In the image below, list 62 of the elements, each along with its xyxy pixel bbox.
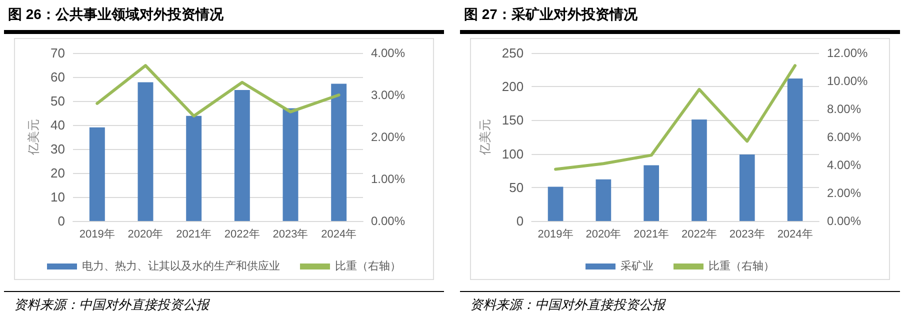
legend-label: 比重（右轴） bbox=[708, 260, 774, 272]
chart-title: 图 27：采矿业对外投资情况 bbox=[464, 6, 638, 24]
y2-tick-label: 12.00% bbox=[827, 46, 868, 60]
y-tick-label: 20 bbox=[50, 166, 65, 180]
x-tick-label: 2019年 bbox=[79, 228, 115, 240]
y2-tick-label: 6.00% bbox=[827, 130, 862, 144]
line-series bbox=[554, 64, 797, 171]
y-tick-label: 150 bbox=[502, 112, 524, 128]
legend-label: 采矿业 bbox=[620, 260, 654, 272]
y-tick-label: 10 bbox=[50, 190, 65, 204]
y-tick-label: 100 bbox=[502, 146, 524, 162]
y-tick-label: 40 bbox=[50, 118, 65, 132]
bar bbox=[739, 154, 755, 221]
bar bbox=[89, 127, 105, 221]
bar bbox=[596, 179, 612, 221]
text: 资料来源：中国对外直接投资公报 bbox=[14, 296, 209, 314]
bar bbox=[548, 186, 564, 221]
bar bbox=[644, 165, 660, 221]
y2-tick-label: 10.00% bbox=[827, 74, 868, 88]
x-tick-label: 2024年 bbox=[777, 228, 813, 240]
bar bbox=[787, 78, 803, 221]
x-tick-label: 2021年 bbox=[634, 228, 670, 240]
y-tick-label: 50 bbox=[50, 94, 65, 108]
x-tick-label: 2022年 bbox=[224, 228, 260, 240]
x-tick-label: 2020年 bbox=[128, 228, 164, 240]
bar bbox=[186, 116, 202, 221]
y2-tick-label: 1.00% bbox=[371, 172, 406, 186]
line-series bbox=[96, 64, 340, 118]
y2-tick-label: 4.00% bbox=[827, 158, 862, 172]
chart-title: 图 26：公共事业领域对外投资情况 bbox=[8, 6, 224, 24]
y-tick-label: 60 bbox=[50, 70, 65, 84]
x-tick-label: 2022年 bbox=[682, 228, 717, 240]
bar bbox=[282, 108, 298, 221]
y2-tick-label: 2.00% bbox=[827, 186, 862, 200]
y-tick-label: 0 bbox=[516, 214, 524, 228]
y-tick-label: 200 bbox=[502, 79, 524, 94]
bar bbox=[138, 82, 154, 221]
x-tick-label: 2024年 bbox=[321, 228, 357, 240]
y2-tick-label: 4.00% bbox=[371, 46, 406, 60]
x-tick-label: 2023年 bbox=[729, 228, 765, 240]
y-tick-label: 0 bbox=[58, 214, 65, 228]
x-tick-label: 2021年 bbox=[176, 228, 212, 240]
y2-tick-label: 0.00% bbox=[827, 214, 862, 228]
x-tick-label: 2020年 bbox=[586, 228, 622, 240]
y2-tick-label: 2.00% bbox=[371, 130, 406, 144]
text: 资料来源：中国对外直接投资公报 bbox=[470, 296, 665, 314]
legend-label: 电力、热力、让其以及水的生产和供应业 bbox=[82, 260, 280, 272]
y-tick-label: 250 bbox=[502, 46, 524, 60]
x-tick-label: 2019年 bbox=[538, 228, 574, 240]
x-tick-label: 2023年 bbox=[272, 228, 308, 240]
legend-label: 比重（右轴） bbox=[335, 260, 401, 272]
y-axis-title: 亿美元 bbox=[26, 119, 41, 156]
y2-tick-label: 3.00% bbox=[371, 88, 406, 102]
y-tick-label: 30 bbox=[50, 142, 65, 156]
y-tick-label: 50 bbox=[509, 180, 524, 195]
bar bbox=[234, 90, 250, 221]
y-tick-label: 70 bbox=[50, 46, 65, 60]
y-axis-title: 亿美元 bbox=[478, 119, 492, 156]
y2-tick-label: 8.00% bbox=[827, 102, 862, 116]
y2-tick-label: 0.00% bbox=[371, 214, 406, 228]
bar bbox=[692, 120, 707, 221]
bar bbox=[331, 84, 347, 221]
